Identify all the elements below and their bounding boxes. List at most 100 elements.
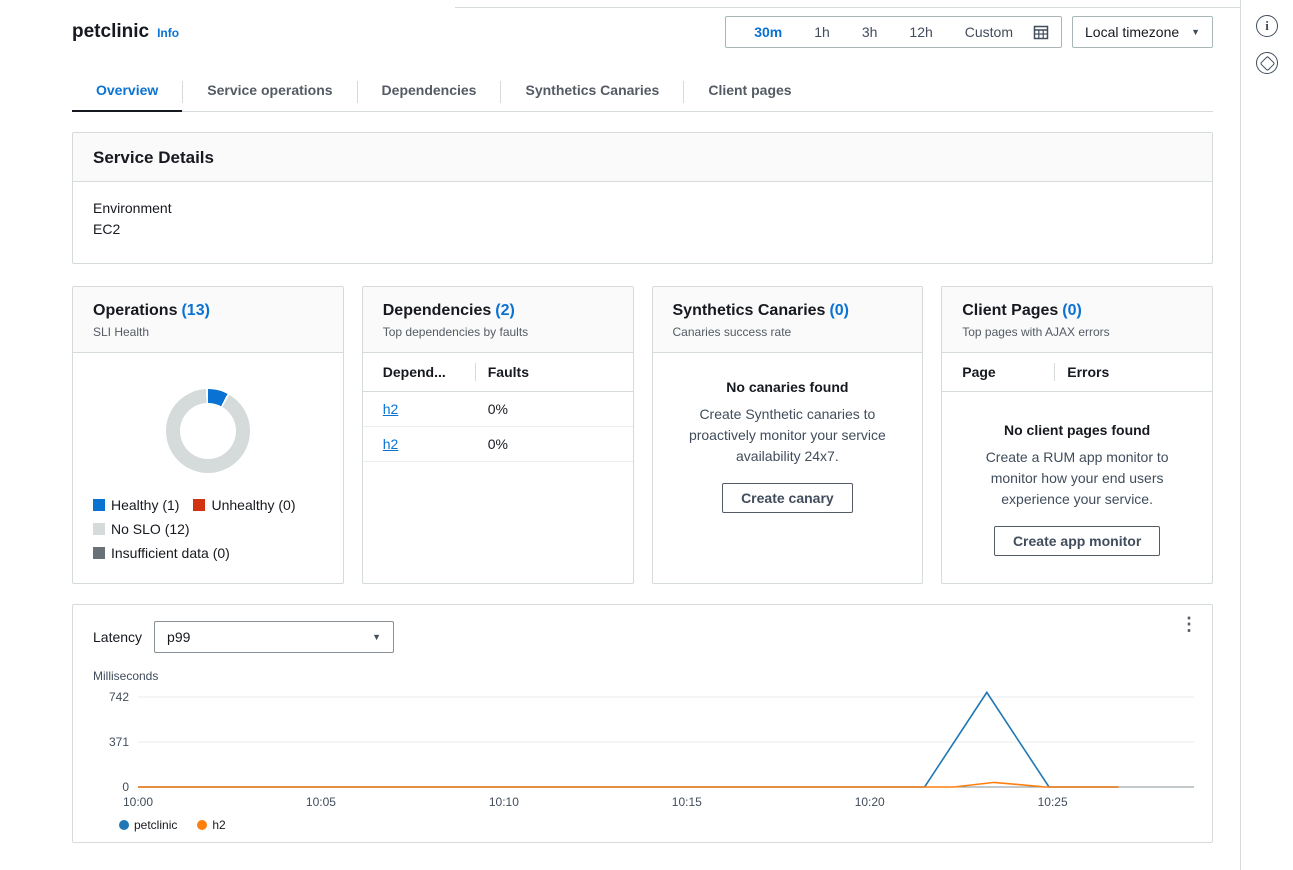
legend-series-name: h2 — [212, 818, 225, 832]
create-app-monitor-button[interactable]: Create app monitor — [994, 526, 1160, 556]
legend-dot — [119, 820, 129, 830]
info-link[interactable]: Info — [157, 26, 179, 40]
dependency-row: h20% — [363, 427, 633, 462]
y-tick-label: 371 — [109, 735, 129, 749]
donut-hole — [180, 403, 236, 459]
synthetics-empty-title: No canaries found — [675, 379, 901, 395]
dependency-row: h20% — [363, 392, 633, 427]
legend-swatch — [93, 547, 105, 559]
page-title: petclinic — [72, 21, 149, 43]
synthetics-empty-text: Create Synthetic canaries to proactively… — [675, 404, 901, 467]
x-tick-label: 10:20 — [855, 795, 885, 809]
tab-service-operations[interactable]: Service operations — [183, 72, 356, 111]
sli-health-donut-chart — [166, 389, 250, 473]
sli-legend-item: Insufficient data (0) — [93, 545, 230, 561]
legend-label: Healthy (1) — [111, 497, 179, 513]
time-range-selector: 30m1h3h12hCustom — [725, 16, 1062, 48]
dependencies-col-faults: Faults — [488, 364, 529, 380]
calendar-icon[interactable] — [1033, 24, 1049, 40]
time-range-option-custom[interactable]: Custom — [949, 24, 1029, 40]
legend-label: Unhealthy (0) — [211, 497, 295, 513]
page-header: petclinic Info 30m1h3h12hCustom Local ti… — [72, 16, 1213, 48]
latency-chart-legend: petclinic h2 — [93, 818, 1192, 832]
time-range-option-12h[interactable]: 12h — [893, 24, 948, 40]
tab-overview[interactable]: Overview — [72, 72, 182, 111]
client-pages-card: Client Pages(0) Top pages with AJAX erro… — [941, 286, 1213, 584]
synthetics-count-link[interactable]: (0) — [829, 302, 849, 319]
dependency-link[interactable]: h2 — [383, 436, 488, 452]
service-details-card: Service Details Environment EC2 — [72, 132, 1213, 264]
time-range-option-30m[interactable]: 30m — [738, 24, 798, 40]
time-range-options: 30m1h3h12hCustom — [738, 24, 1029, 40]
dependencies-count-link[interactable]: (2) — [495, 302, 515, 319]
main-content: petclinic Info 30m1h3h12hCustom Local ti… — [72, 0, 1213, 843]
tab-synthetics-canaries[interactable]: Synthetics Canaries — [501, 72, 683, 111]
chart-legend-item[interactable]: petclinic — [119, 818, 177, 832]
dependencies-col-name: Depend... — [383, 364, 475, 380]
operations-count-link[interactable]: (13) — [181, 302, 209, 319]
client-pages-empty-text: Create a RUM app monitor to monitor how … — [964, 447, 1190, 510]
column-divider — [1054, 363, 1055, 381]
x-tick-label: 10:15 — [672, 795, 702, 809]
sli-health-legend: Healthy (1) Unhealthy (0) No SLO (12) Insuf… — [93, 497, 323, 563]
tab-dependencies[interactable]: Dependencies — [358, 72, 501, 111]
environment-label: Environment — [93, 200, 1192, 216]
sli-legend-item: Healthy (1) — [93, 497, 179, 513]
client-pages-empty-title: No client pages found — [964, 422, 1190, 438]
dependencies-card: Dependencies(2) Top dependencies by faul… — [362, 286, 634, 584]
series-line-h2 — [138, 782, 1119, 787]
operations-card: Operations(13) SLI Health Healthy (1)Unh… — [72, 286, 344, 584]
legend-swatch — [193, 499, 205, 511]
tab-client-pages[interactable]: Client pages — [684, 72, 815, 111]
latency-card: Latency p99 ▼ ⋮ Milliseconds 742371010:0… — [72, 604, 1213, 843]
dependencies-card-title: Dependencies — [383, 302, 491, 319]
time-range-option-1h[interactable]: 1h — [798, 24, 846, 40]
legend-label: Insufficient data (0) — [111, 545, 230, 561]
time-range-option-3h[interactable]: 3h — [846, 24, 894, 40]
x-tick-label: 10:10 — [489, 795, 519, 809]
kebab-menu-icon[interactable]: ⋮ — [1180, 615, 1198, 633]
y-tick-label: 0 — [122, 780, 129, 794]
client-pages-count-link[interactable]: (0) — [1062, 302, 1082, 319]
dependency-link[interactable]: h2 — [383, 401, 488, 417]
x-tick-label: 10:00 — [123, 795, 153, 809]
chevron-down-icon: ▼ — [1191, 27, 1200, 37]
percentile-selected-value: p99 — [167, 629, 190, 645]
client-pages-card-subtitle: Top pages with AJAX errors — [962, 325, 1192, 339]
synthetics-card-title: Synthetics Canaries — [673, 302, 826, 319]
y-tick-label: 742 — [109, 690, 129, 704]
legend-swatch — [93, 499, 105, 511]
timezone-label: Local timezone — [1085, 24, 1179, 40]
client-pages-col-page: Page — [962, 364, 1054, 380]
legend-swatch — [93, 523, 105, 535]
latency-label: Latency — [93, 629, 142, 645]
dependencies-table-header: Depend... Faults — [363, 353, 633, 392]
client-pages-col-errors: Errors — [1067, 364, 1109, 380]
x-tick-label: 10:05 — [306, 795, 336, 809]
service-details-title: Service Details — [93, 148, 214, 167]
y-axis-title: Milliseconds — [93, 669, 1192, 683]
operations-card-title: Operations — [93, 302, 177, 319]
tab-bar: OverviewService operationsDependenciesSy… — [72, 72, 1213, 112]
dependencies-table-rows: h20%h20% — [363, 392, 633, 462]
secondary-panel-icon[interactable] — [1256, 52, 1278, 74]
legend-dot — [197, 820, 207, 830]
summary-cards-row: Operations(13) SLI Health Healthy (1)Unh… — [72, 286, 1213, 584]
percentile-select[interactable]: p99 ▼ — [154, 621, 394, 653]
create-canary-button[interactable]: Create canary — [722, 483, 853, 513]
sli-legend-item: No SLO (12) — [93, 521, 190, 537]
synthetics-canaries-card: Synthetics Canaries(0) Canaries success … — [652, 286, 924, 584]
client-pages-table-header: Page Errors — [942, 353, 1212, 392]
timezone-dropdown[interactable]: Local timezone ▼ — [1072, 16, 1213, 48]
info-panel-icon[interactable]: i — [1256, 15, 1278, 37]
dependencies-card-subtitle: Top dependencies by faults — [383, 325, 613, 339]
dependency-faults-value: 0% — [488, 436, 508, 452]
latency-line-chart: 742 371 010:00 10:05 10:10 10:15 10:20 10:25 — [93, 685, 1194, 813]
chart-legend-item[interactable]: h2 — [197, 818, 225, 832]
x-tick-label: 10:25 — [1038, 795, 1068, 809]
help-panel-rail: i — [1240, 0, 1293, 870]
sli-legend-item: Unhealthy (0) — [193, 497, 295, 513]
legend-label: No SLO (12) — [111, 521, 190, 537]
dependency-faults-value: 0% — [488, 401, 508, 417]
synthetics-card-subtitle: Canaries success rate — [673, 325, 903, 339]
